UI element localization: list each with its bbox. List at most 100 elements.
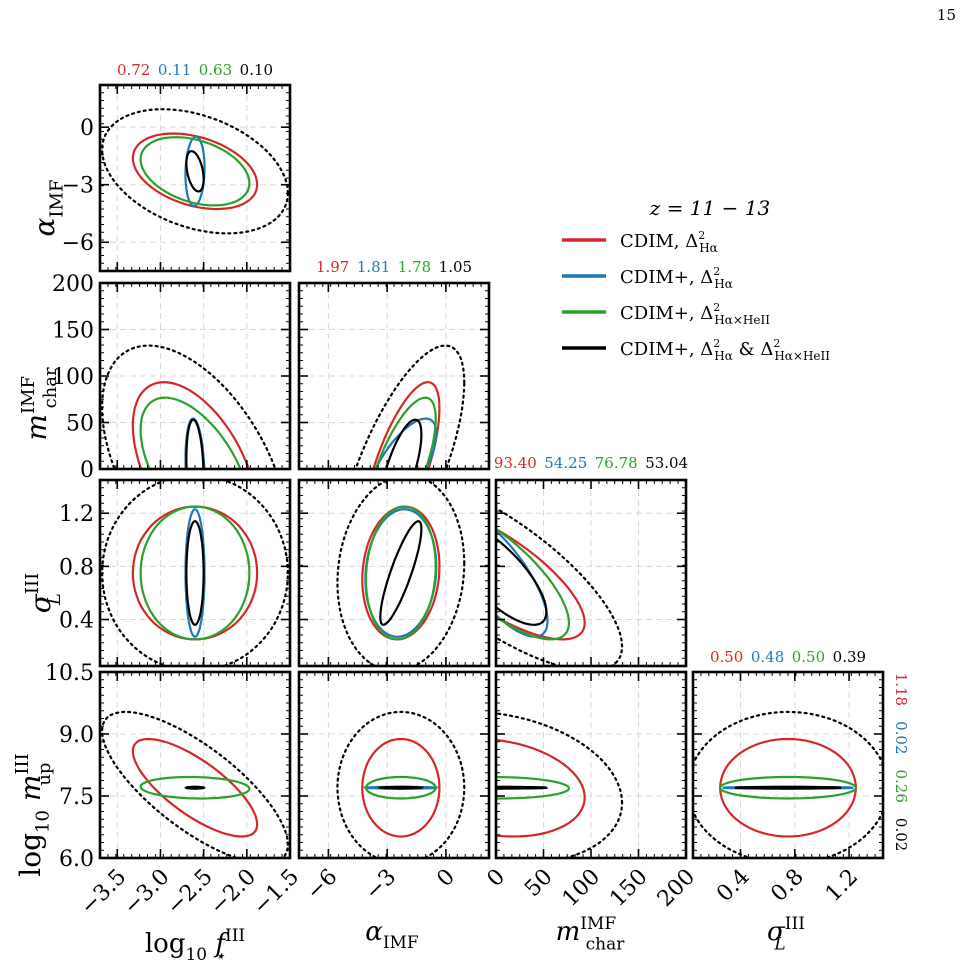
legend-label-green: CDIM+, Δ2 Hα×HeII xyxy=(620,301,770,327)
marginal-value-blue: 54.25 xyxy=(537,454,587,472)
marginal-values: 1.97 1.81 1.78 1.05 xyxy=(316,258,472,276)
prior-contour xyxy=(100,480,290,666)
marginal-values: 1.18 0.02 0.26 0.02 xyxy=(892,673,910,852)
panel-sigma-vs-mup: 0.4 0.8 1.2 xyxy=(691,670,885,907)
contour-black xyxy=(734,785,842,790)
contour-red xyxy=(131,380,251,469)
legend-label-blue: CDIM+, Δ2 Hα xyxy=(620,265,733,291)
x-tick-label: 200 xyxy=(653,864,700,911)
prior-contour xyxy=(693,710,883,858)
y-axis-title-alpha: αIMF xyxy=(28,180,67,237)
marginal-value-black: 53.04 xyxy=(638,454,688,472)
contour-red xyxy=(131,505,259,641)
contour-green xyxy=(139,136,251,207)
marginal-value-red: 1.97 xyxy=(316,258,349,276)
x-tick-label: −2.5 xyxy=(162,864,217,919)
legend-label-red: CDIM, Δ2 Hα xyxy=(620,229,718,255)
marginal-values-mchar: 93.40 54.25 76.78 53.04 xyxy=(494,454,688,472)
y-tick-label: 50 xyxy=(66,412,94,437)
contours xyxy=(354,344,466,469)
y-tick-label: 0 xyxy=(80,116,94,141)
contour-green xyxy=(364,505,437,641)
x-tick-label: 0 xyxy=(432,864,460,892)
x-tick-label: 0.8 xyxy=(767,864,809,906)
x-tick-label: −3.5 xyxy=(76,864,131,919)
y-tick-label: 0.8 xyxy=(59,555,94,580)
panel-frame xyxy=(297,670,491,860)
marginal-value-blue: 0.02 xyxy=(892,706,910,754)
y-tick-label: 10.5 xyxy=(45,661,94,686)
panel-alpha-vs-mup: −6 −3 0 xyxy=(297,670,491,905)
marginal-value-green: 0.26 xyxy=(892,755,910,803)
panel-frame xyxy=(98,83,292,273)
contour-blue xyxy=(184,508,206,638)
panel-fstar-vs-mup: 6.0 7.5 9.0 10.5 −3.5−3.0−2.5−2.0−1.5 xyxy=(45,661,304,920)
marginal-value-green: 0.63 xyxy=(191,61,232,79)
marginal-value-blue: 0.48 xyxy=(743,648,784,666)
y-tick-label: 0 xyxy=(80,458,94,483)
marginal-values-mup: 1.18 0.02 0.26 0.02 xyxy=(892,673,910,852)
marginal-values-sigma: 0.50 0.48 0.50 0.39 xyxy=(710,648,866,666)
y-tick-label: 100 xyxy=(52,365,94,390)
panel-fstar-vs-sigma: 0.4 0.8 1.2 xyxy=(59,478,292,668)
y-tick-label: −3 xyxy=(62,174,94,199)
panel-fstar-vs-mchar: 0 50 100 150 200 xyxy=(52,272,292,483)
contour-red xyxy=(131,737,259,838)
x-tick-label: 100 xyxy=(558,864,605,911)
contours xyxy=(693,710,883,858)
contour-blue xyxy=(496,529,549,638)
legend-label-black: CDIM+, Δ2 Hα & Δ2 Hα×HeII xyxy=(620,337,830,363)
marginal-value-green: 76.78 xyxy=(587,454,637,472)
contours xyxy=(336,710,466,858)
marginal-value-black: 0.02 xyxy=(892,803,910,851)
x-tick-label: 1.2 xyxy=(821,864,863,906)
panel-alpha-vs-sigma xyxy=(297,478,491,668)
contours xyxy=(100,710,290,858)
panel-mchar-vs-sigma xyxy=(494,478,688,668)
y-axis-title-mchar: mIMFchar xyxy=(18,367,61,441)
marginal-value-green: 1.78 xyxy=(390,258,431,276)
x-tick-label: 0 xyxy=(483,864,511,892)
contour-green xyxy=(496,775,571,800)
contour-red xyxy=(372,380,441,469)
contour-blue xyxy=(184,135,206,208)
x-axis-title-sigma: σIII L xyxy=(767,914,805,954)
marginal-values: 0.50 0.48 0.50 0.39 xyxy=(710,648,866,666)
prior-contour xyxy=(336,710,466,858)
prior-contour xyxy=(354,344,466,469)
y-tick-label: 0.4 xyxy=(59,609,94,634)
panel-frame xyxy=(98,670,292,860)
panel-mchar-vs-mup: 0 50 100 150 200 xyxy=(483,670,700,912)
y-tick-label: 150 xyxy=(52,319,94,344)
y-axis-title-mup: log10 mIIIup xyxy=(12,753,55,876)
marginal-values: 0.72 0.11 0.63 0.10 xyxy=(117,61,273,79)
y-tick-label: −6 xyxy=(62,231,94,256)
marginal-value-blue: 0.11 xyxy=(150,61,191,79)
contour-red xyxy=(361,737,441,838)
x-axis-title-alpha: αIMF xyxy=(365,917,419,953)
x-tick-label: 0.4 xyxy=(712,864,754,906)
contour-green xyxy=(364,775,437,800)
y-tick-label: 9.0 xyxy=(59,723,94,748)
contour-red xyxy=(496,738,586,838)
contour-black xyxy=(185,150,205,193)
contour-black xyxy=(185,785,205,790)
x-tick-label: −6 xyxy=(302,864,343,905)
contour-green xyxy=(139,396,242,469)
panel-frame xyxy=(98,478,292,668)
legend: z = 11 − 13 CDIM, Δ2 Hα CDIM+, Δ2 Hα CDIM+, Δ… xyxy=(562,196,830,363)
x-axis-title-mchar: mIMF char xyxy=(556,914,626,954)
contour-black xyxy=(379,520,423,626)
contours xyxy=(100,480,290,666)
y-tick-label: 200 xyxy=(52,272,94,297)
y-axis-title-sigma: σIIIL xyxy=(22,573,65,613)
contour-black xyxy=(377,785,425,790)
contours xyxy=(496,712,624,858)
contours xyxy=(336,480,466,666)
contour-green xyxy=(718,775,858,800)
contour-red xyxy=(361,505,441,641)
contour-black xyxy=(185,418,205,469)
panel-alpha-vs-mchar xyxy=(297,281,491,471)
marginal-value-green: 0.50 xyxy=(784,648,825,666)
marginal-value-blue: 1.81 xyxy=(349,258,390,276)
